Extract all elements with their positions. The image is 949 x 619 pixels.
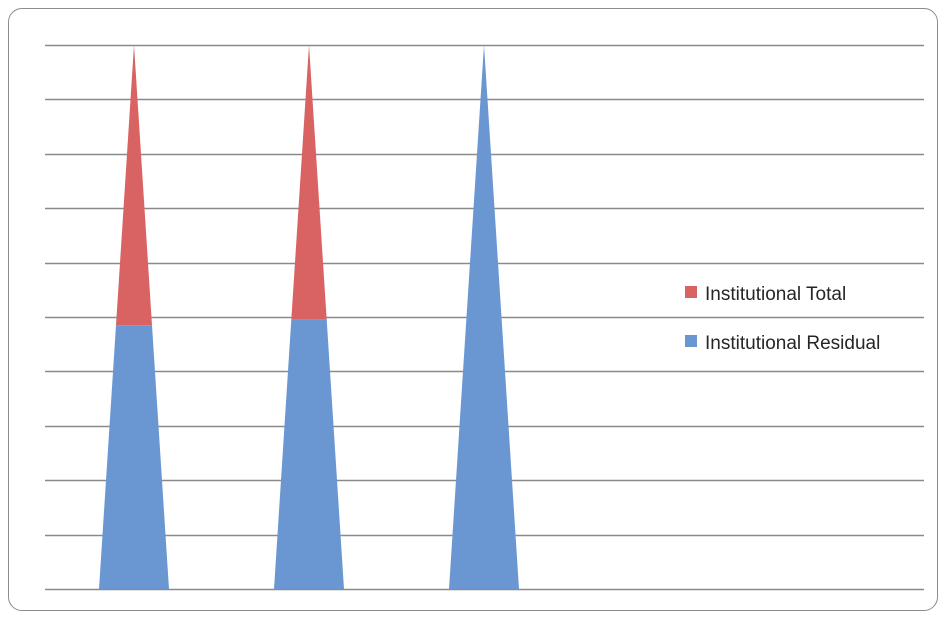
legend-swatch-institutional-total [685, 286, 697, 298]
bar-institutional-residual-2 [274, 319, 344, 589]
legend-swatch-institutional-residual [685, 335, 697, 347]
legend-label-institutional-total: Institutional Total [705, 284, 846, 305]
legend: Institutional Total Institutional Residu… [685, 284, 880, 354]
bar-institutional-total-1 [116, 45, 152, 326]
bar-institutional-residual-3 [449, 45, 519, 589]
bar-institutional-total-2 [291, 45, 327, 320]
bar-institutional-residual-1 [99, 325, 169, 589]
bars [99, 45, 519, 589]
legend-label-institutional-residual: Institutional Residual [705, 333, 880, 354]
